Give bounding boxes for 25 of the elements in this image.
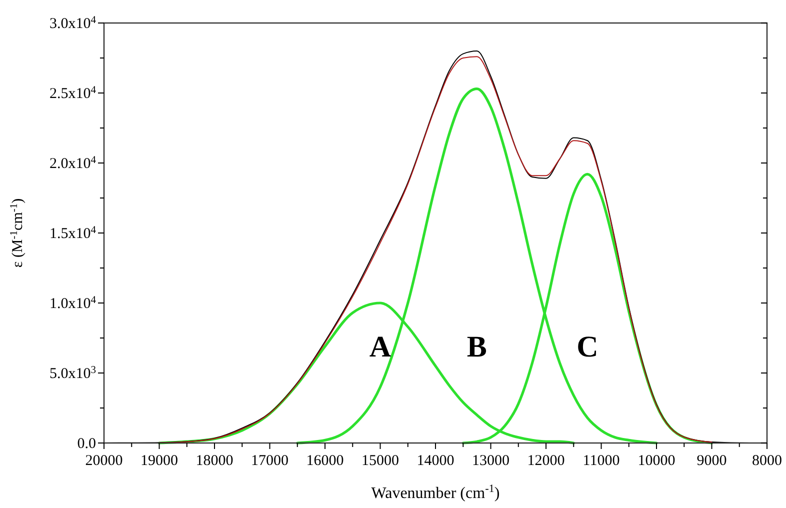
x-tick-label: 12000 — [527, 453, 565, 469]
y-tick-label: 3.0x10$^{4}$ — [50, 14, 97, 32]
x-tick-label: 18000 — [196, 453, 234, 469]
x-tick-label: 19000 — [140, 453, 178, 469]
y-tick-label: 0.0 — [77, 436, 96, 452]
x-tick-label: 14000 — [416, 453, 454, 469]
y-tick-label: 5.0x10$^{3}$ — [50, 364, 96, 382]
x-tick-label: 16000 — [306, 453, 344, 469]
annotation: A — [369, 330, 392, 364]
x-tick-label: 15000 — [362, 453, 399, 469]
line-series — [158, 56, 712, 444]
x-axis-title: Wavenumber (cm$^{-1}$) — [371, 483, 500, 502]
annotation: C — [576, 330, 598, 364]
y-tick-label: 1.5x10$^{4}$ — [50, 224, 97, 242]
annotation: B — [466, 330, 487, 364]
x-tick-label: 13000 — [472, 453, 510, 469]
x-tick-label: 17000 — [251, 453, 288, 469]
y-tick-label: 2.5x10$^{4}$ — [50, 84, 97, 102]
x-tick-label: 8000 — [752, 453, 782, 469]
x-tick-label: 11000 — [582, 453, 620, 469]
x-tick-label: 9000 — [696, 453, 727, 469]
y-tick-label: 2.0x10$^{4}$ — [50, 154, 97, 172]
x-tick-label: 10000 — [638, 453, 676, 469]
x-tick-label: 20000 — [85, 453, 123, 469]
y-tick-label: 1.0x10$^{4}$ — [50, 294, 97, 312]
